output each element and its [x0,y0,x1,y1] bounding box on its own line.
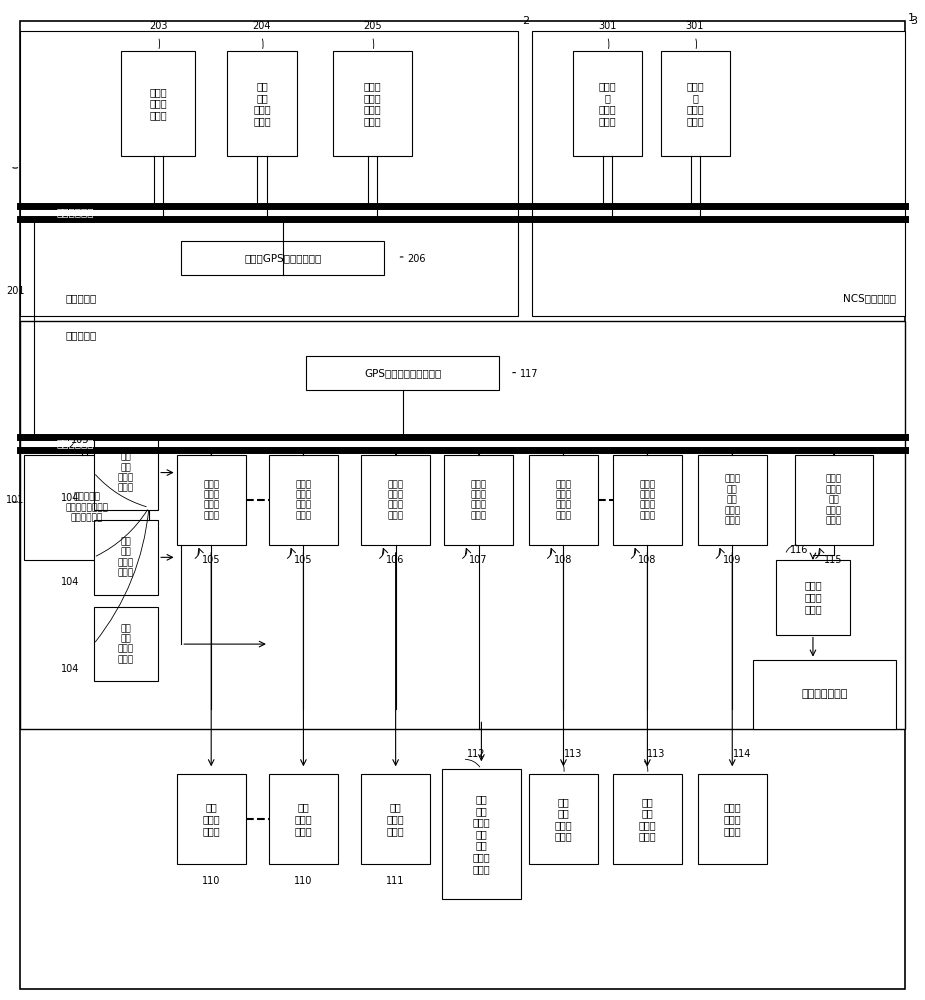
Bar [19,321,906,729]
Bar [269,774,338,864]
Bar [121,51,195,156]
Text: 通信
网关
（二次
设备）: 通信 网关 （二次 设备） [253,81,271,126]
Text: 114: 114 [733,749,751,759]
Text: 微机
保护
（二次
设备）: 微机 保护 （二次 设备） [117,537,134,577]
Text: 105: 105 [202,555,220,565]
Bar [181,241,384,275]
Text: 工程师
工作站
（二次
设备）: 工程师 工作站 （二次 设备） [364,81,381,126]
Text: 110: 110 [294,876,313,886]
Bar [795,455,873,545]
Text: 操作员
站
（二次
设备）: 操作员 站 （二次 设备） [599,81,617,126]
Text: GPS扩展屏（二次设备）: GPS扩展屏（二次设备） [364,368,441,378]
Text: 205: 205 [363,21,381,31]
Text: 113: 113 [564,749,583,759]
Text: 2: 2 [523,16,530,26]
Text: 启备变
测控
装置
（二次
设备）: 启备变 测控 装置 （二次 设备） [724,475,740,525]
Text: 106: 106 [387,555,405,565]
Bar [269,455,338,545]
Text: 103: 103 [70,435,89,445]
Text: 1: 1 [907,13,915,23]
Text: 间隔层交换机: 间隔层交换机 [56,438,94,448]
Bar [306,356,500,390]
Bar [361,455,430,545]
Bar [177,455,246,545]
Text: 115: 115 [824,555,843,565]
Bar [93,520,158,595]
Text: 117: 117 [520,369,538,379]
Bar [361,774,430,864]
Text: 继电保护及
故障信息管理子站
（二次设备）: 继电保护及 故障信息管理子站 （二次设备） [65,493,108,522]
Bar [93,607,158,681]
Bar [529,774,598,864]
Text: 间隔层设备: 间隔层设备 [66,330,97,340]
Text: 201: 201 [6,286,24,296]
Bar [697,774,767,864]
Text: 站控层交换机: 站控层交换机 [56,207,94,217]
Text: 主变测
控装置
（二次
设备）: 主变测 控装置 （二次 设备） [639,480,656,520]
Bar [753,660,896,729]
Text: 3: 3 [910,16,917,26]
Text: 母联测
控装置
（二次
设备）: 母联测 控装置 （二次 设备） [388,480,403,520]
Text: 105: 105 [294,555,313,565]
Text: 微机
保护
（二次
设备）: 微机 保护 （二次 设备） [117,624,134,664]
Bar [776,560,850,635]
Text: 公用测
控装置
（二次
设备）: 公用测 控装置 （二次 设备） [471,480,487,520]
Bar [24,455,149,560]
Text: 111: 111 [387,876,405,886]
Text: 数据通
信采集
装置
（二次
设备）: 数据通 信采集 装置 （二次 设备） [826,475,842,525]
Text: 109: 109 [723,555,742,565]
Text: 203: 203 [149,21,167,31]
Text: NCS监控计算机: NCS监控计算机 [843,294,896,304]
Text: 104: 104 [61,493,80,503]
Text: 线路测
控装置
（二次
设备）: 线路测 控装置 （二次 设备） [204,480,219,520]
Text: 301: 301 [598,21,616,31]
Bar [93,435,158,510]
Bar [333,51,412,156]
Bar [529,455,598,545]
Text: 112: 112 [467,749,486,759]
Text: 301: 301 [685,21,704,31]
Text: 107: 107 [469,555,487,565]
Bar [697,455,767,545]
Text: 站控层设备: 站控层设备 [66,294,97,304]
Bar [177,774,246,864]
Text: 母线
（一次
设备）: 母线 （一次 设备） [387,803,404,836]
Text: 线路
（一次
设备）: 线路 （一次 设备） [294,803,313,836]
Text: 操作员
站
（二次
设备）: 操作员 站 （二次 设备） [686,81,704,126]
Text: 服务器
（二次
设备）: 服务器 （二次 设备） [149,87,167,120]
Text: 101: 101 [6,495,24,505]
Text: 启备变
（一次
设备）: 启备变 （一次 设备） [723,803,741,836]
Text: 主变
进线
（一次
设备）: 主变 进线 （一次 设备） [555,797,573,842]
Bar [19,31,518,316]
Text: 108: 108 [638,555,657,565]
Text: 108: 108 [554,555,573,565]
Bar [613,455,682,545]
Bar [660,51,730,156]
Bar [613,774,682,864]
Text: 电力系统数据网: 电力系统数据网 [801,689,847,699]
Text: 主变测
控装置
（二次
设备）: 主变测 控装置 （二次 设备） [555,480,572,520]
Bar [442,769,521,899]
Bar [574,51,642,156]
Text: 微机
保护
（二次
设备）: 微机 保护 （二次 设备） [117,452,134,493]
Text: 104: 104 [61,577,80,587]
Text: 204: 204 [253,21,271,31]
Text: 104: 104 [61,664,80,674]
Text: 206: 206 [407,254,426,264]
Text: 110: 110 [202,876,220,886]
Text: 主变
进线
（一次
设备）: 主变 进线 （一次 设备） [638,797,656,842]
Text: 113: 113 [647,749,665,759]
Text: 线路测
控装置
（二次
设备）: 线路测 控装置 （二次 设备） [295,480,312,520]
Text: 母线
设备
升压站
辅助
系统
（一次
设备）: 母线 设备 升压站 辅助 系统 （一次 设备） [473,794,490,874]
Bar [228,51,297,156]
Text: 交换机
（二次
设备）: 交换机 （二次 设备） [804,581,821,614]
Text: 线路
（一次
设备）: 线路 （一次 设备） [203,803,220,836]
Bar [444,455,513,545]
Text: 集控楼GPS（二次设备）: 集控楼GPS（二次设备） [244,253,321,263]
Bar [532,31,906,316]
Text: 116: 116 [790,545,808,555]
